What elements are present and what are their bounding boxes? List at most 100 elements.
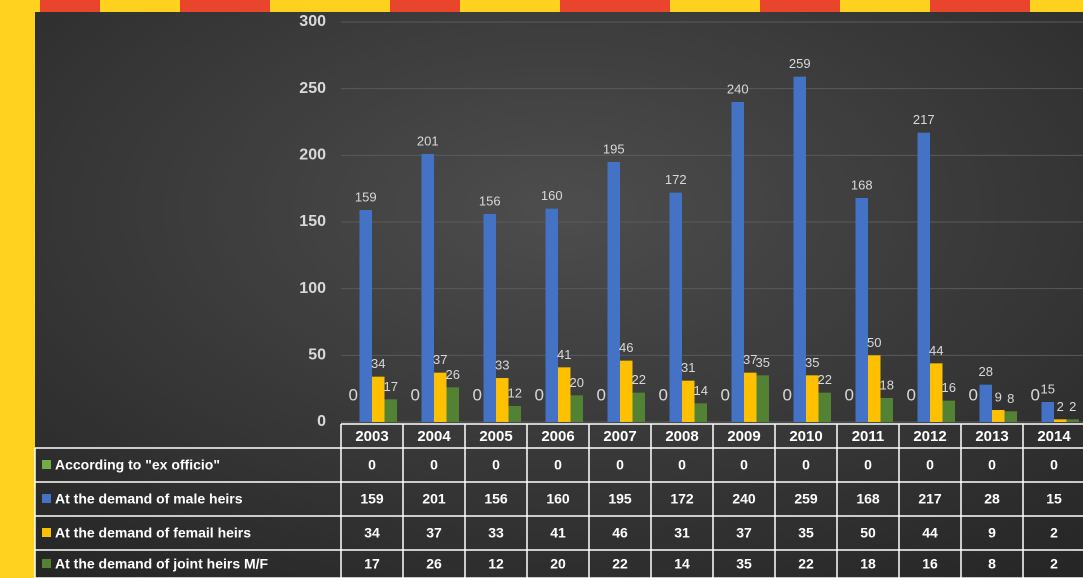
data-label: 37 <box>743 352 757 367</box>
bar <box>880 398 893 422</box>
chart-background <box>35 12 1083 578</box>
table-value: 12 <box>488 556 504 572</box>
legend-swatch <box>42 460 51 469</box>
x-tick-label: 2013 <box>975 428 1008 445</box>
table-value: 0 <box>1050 457 1058 473</box>
y-tick-label: 300 <box>299 13 326 30</box>
table-value: 41 <box>550 525 566 541</box>
bar <box>434 372 447 422</box>
bar <box>1041 402 1054 422</box>
data-label: 17 <box>384 379 398 394</box>
data-label: 35 <box>756 355 770 370</box>
bar <box>508 406 521 422</box>
data-label: 259 <box>789 56 811 71</box>
data-label: 217 <box>913 112 935 127</box>
data-label: 28 <box>979 364 993 379</box>
legend-label: According to "ex officio" <box>55 457 220 473</box>
y-tick-label: 150 <box>299 213 326 230</box>
bar <box>570 395 583 422</box>
table-value: 2 <box>1050 556 1058 572</box>
data-label: 33 <box>495 357 509 372</box>
bar <box>744 372 757 422</box>
bar <box>793 76 806 423</box>
table-value: 0 <box>616 457 624 473</box>
data-label: 8 <box>1007 391 1014 406</box>
table-value: 240 <box>732 491 756 507</box>
table-value: 50 <box>860 525 876 541</box>
table-value: 259 <box>794 491 818 507</box>
data-label: 0 <box>597 385 606 404</box>
bar <box>607 162 620 422</box>
bar <box>496 378 509 422</box>
bar <box>669 192 682 422</box>
bar <box>545 208 558 422</box>
data-label: 160 <box>541 188 563 203</box>
data-label: 156 <box>479 193 501 208</box>
table-value: 0 <box>678 457 686 473</box>
data-label: 31 <box>681 360 695 375</box>
data-label: 201 <box>417 133 439 148</box>
data-label: 0 <box>969 385 978 404</box>
table-value: 0 <box>988 457 996 473</box>
data-label: 172 <box>665 172 687 187</box>
table-value: 9 <box>988 525 996 541</box>
data-label: 50 <box>867 335 881 350</box>
bar <box>620 360 633 422</box>
table-value: 44 <box>922 525 938 541</box>
data-label: 2 <box>1057 399 1064 414</box>
bar <box>1004 411 1017 422</box>
x-tick-label: 2014 <box>1037 428 1071 445</box>
data-label: 168 <box>851 177 873 192</box>
table-value: 159 <box>360 491 384 507</box>
table-value: 17 <box>364 556 380 572</box>
bar <box>855 198 868 422</box>
data-label: 44 <box>929 343 943 358</box>
bar <box>359 210 372 422</box>
bar <box>384 399 397 422</box>
legend-label: At the demand of joint heirs M/F <box>55 556 269 572</box>
legend-swatch <box>42 528 51 537</box>
table-value: 0 <box>802 457 810 473</box>
x-tick-label: 2006 <box>541 428 574 445</box>
data-label: 195 <box>603 141 625 156</box>
bar <box>806 375 819 422</box>
data-label: 0 <box>473 385 482 404</box>
table-value: 156 <box>484 491 508 507</box>
table-value: 35 <box>736 556 752 572</box>
data-label: 41 <box>557 347 571 362</box>
table-value: 0 <box>430 457 438 473</box>
table-value: 15 <box>1046 491 1062 507</box>
data-label: 22 <box>818 372 832 387</box>
table-value: 22 <box>612 556 628 572</box>
data-label: 22 <box>632 372 646 387</box>
bar <box>632 392 645 422</box>
bar <box>421 154 434 422</box>
bar <box>979 384 992 422</box>
table-value: 0 <box>926 457 934 473</box>
table-value: 160 <box>546 491 570 507</box>
legend-swatch <box>42 559 51 568</box>
x-tick-label: 2003 <box>355 428 388 445</box>
table-value: 8 <box>988 556 996 572</box>
data-label: 35 <box>805 355 819 370</box>
data-label: 0 <box>659 385 668 404</box>
table-value: 18 <box>860 556 876 572</box>
bar <box>694 403 707 422</box>
table-value: 20 <box>550 556 566 572</box>
data-label: 12 <box>508 385 522 400</box>
data-label: 0 <box>783 385 792 404</box>
decoration <box>0 0 1083 12</box>
data-label: 26 <box>446 367 460 382</box>
x-tick-label: 2005 <box>479 428 512 445</box>
x-tick-label: 2007 <box>603 428 636 445</box>
table-value: 28 <box>984 491 1000 507</box>
data-label: 0 <box>845 385 854 404</box>
table-value: 168 <box>856 491 880 507</box>
x-tick-label: 2011 <box>852 428 885 445</box>
table-value: 35 <box>798 525 814 541</box>
x-tick-label: 2008 <box>665 428 698 445</box>
bar <box>446 387 459 422</box>
y-tick-label: 250 <box>299 80 326 97</box>
bar <box>372 376 385 422</box>
